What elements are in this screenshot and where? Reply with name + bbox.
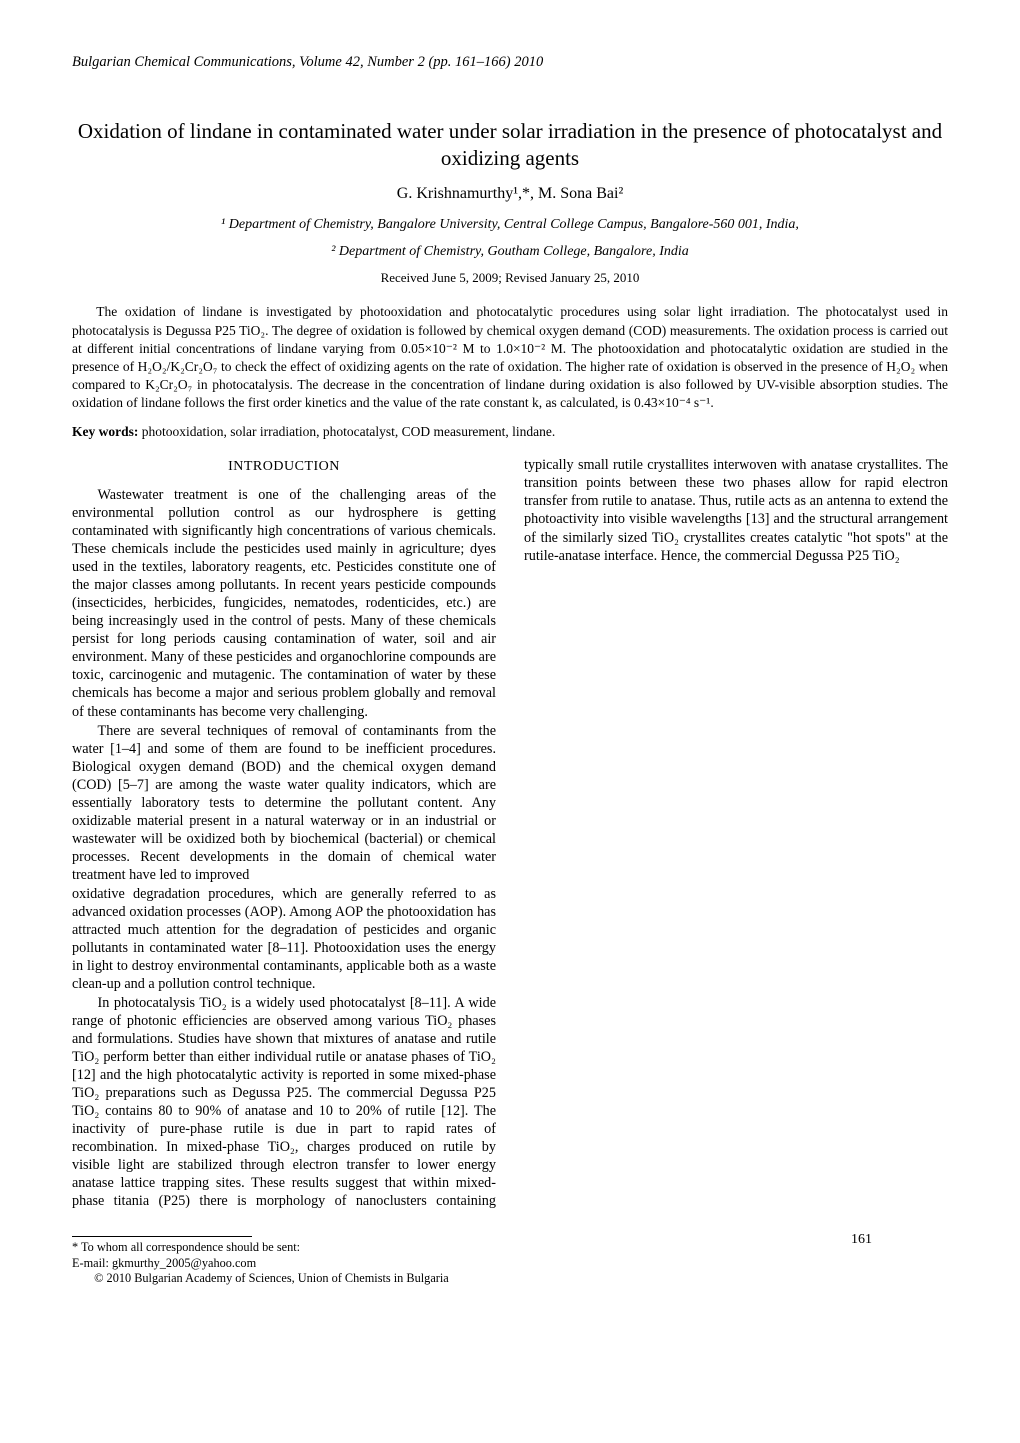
- received-revised-dates: Received June 5, 2009; Revised January 2…: [72, 270, 948, 286]
- journal-info: Bulgarian Chemical Communications, Volum…: [72, 54, 948, 72]
- paragraph-1: Wastewater treatment is one of the chall…: [72, 486, 496, 720]
- affiliation-2: ² Department of Chemistry, Goutham Colle…: [72, 243, 948, 262]
- paragraph-3: oxidative degradation procedures, which …: [72, 885, 496, 993]
- keywords-label: Key words:: [72, 424, 138, 439]
- abstract-text: The oxidation of lindane is investigated…: [72, 303, 948, 411]
- body-columns: INTRODUCTION Wastewater treatment is one…: [72, 456, 948, 1226]
- section-heading-introduction: INTRODUCTION: [72, 458, 496, 476]
- authors: G. Krishnamurthy¹,*, M. Sona Bai²: [72, 184, 948, 204]
- keywords: Key words: photooxidation, solar irradia…: [72, 424, 948, 440]
- correspondence-email: E-mail: gkmurthy_2005@yahoo.com: [72, 1256, 948, 1271]
- copyright-line: © 2010 Bulgarian Academy of Sciences, Un…: [72, 1271, 948, 1286]
- footnote-rule: [72, 1236, 252, 1237]
- affiliation-1: ¹ Department of Chemistry, Bangalore Uni…: [72, 216, 948, 235]
- page-number: 161: [851, 1231, 872, 1248]
- footer: * To whom all correspondence should be s…: [72, 1236, 948, 1286]
- keywords-text: photooxidation, solar irradiation, photo…: [138, 424, 555, 439]
- correspondence-footnote: * To whom all correspondence should be s…: [72, 1240, 948, 1255]
- paragraph-2: There are several techniques of removal …: [72, 722, 496, 884]
- article-title: Oxidation of lindane in contaminated wat…: [72, 118, 948, 173]
